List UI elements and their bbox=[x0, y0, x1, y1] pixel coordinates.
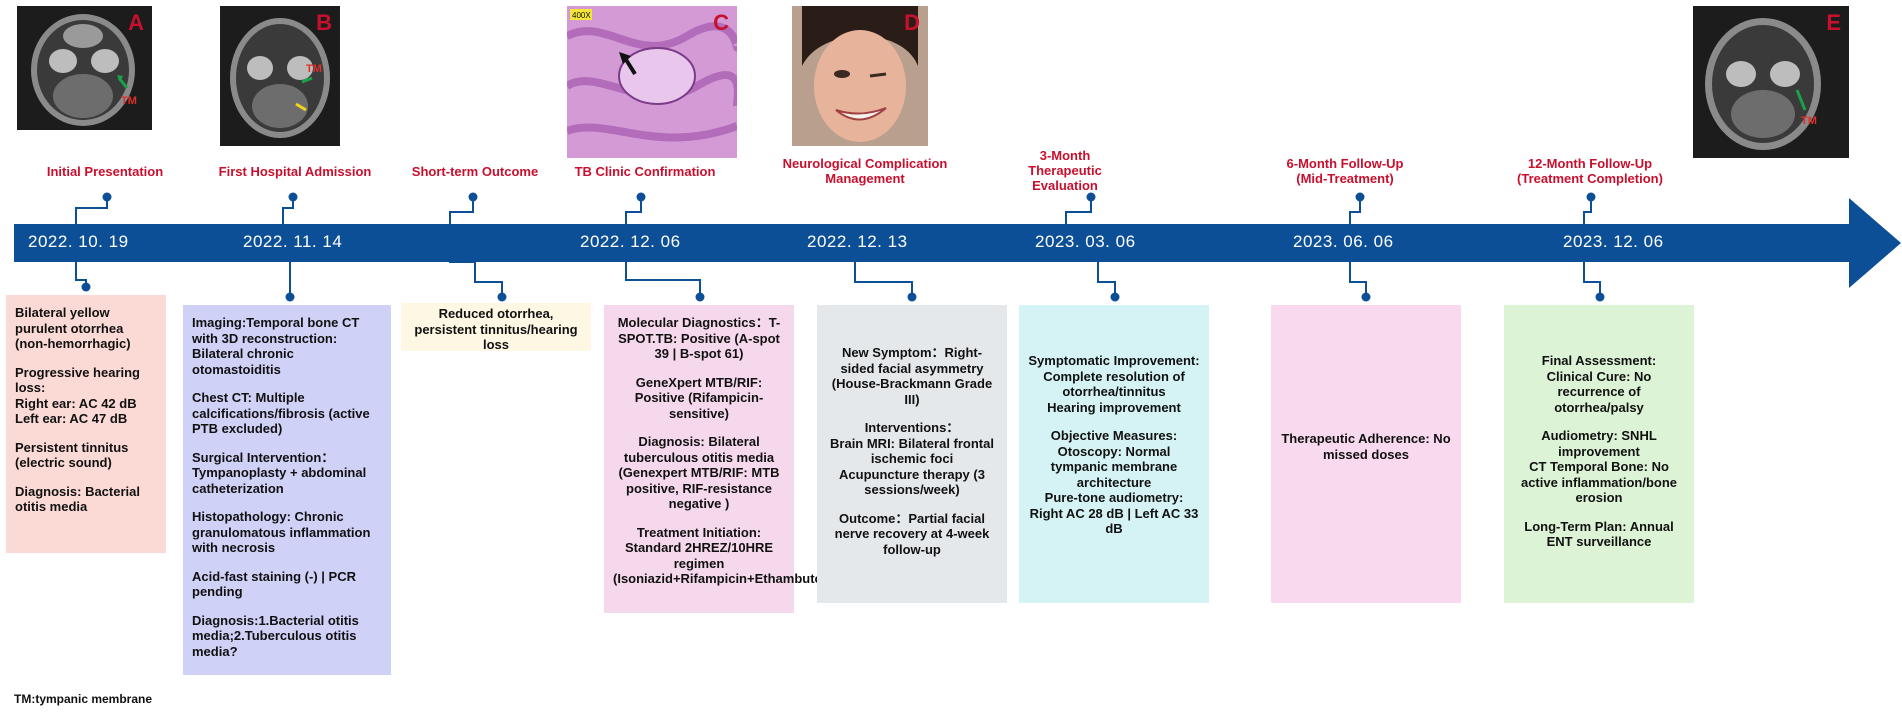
detail-paragraph: New Symptom：Right-sided facial asymmetry… bbox=[831, 345, 993, 407]
date-2023-12-06: 2023. 12. 06 bbox=[1563, 232, 1664, 251]
date-2022-12-06: 2022. 12. 06 bbox=[580, 232, 681, 251]
detail-paragraph: Interventions： Brain MRI: Bilateral fron… bbox=[830, 420, 994, 497]
panel-letter-c: C bbox=[713, 10, 729, 35]
date-2022-10-19: 2022. 10. 19 bbox=[28, 232, 129, 251]
detail-paragraph: Objective Measures: Otoscopy: Normal tym… bbox=[1029, 428, 1199, 536]
detail-paragraph: Final Assessment: Clinical Cure: No recu… bbox=[1541, 353, 1657, 415]
detail-paragraph: Therapeutic Adherence: No missed doses bbox=[1281, 431, 1451, 462]
detail-paragraph: GeneXpert MTB/RIF: Positive (Rifampicin-… bbox=[634, 374, 764, 421]
detail-paragraph: Diagnosis: Bilateral tuberculous otitis … bbox=[618, 434, 780, 511]
detail-paragraph: Diagnosis: Bacterial otitis media bbox=[15, 483, 140, 515]
detail-box-first-admission: Imaging:Temporal bone CT with 3D reconst… bbox=[183, 305, 391, 675]
detail-box-initial-presentation: Bilateral yellow purulent otorrhea (non-… bbox=[6, 295, 166, 553]
panel-letter-b: B bbox=[316, 10, 332, 35]
detail-box-6-month: Therapeutic Adherence: No missed doses bbox=[1271, 305, 1461, 603]
svg-text:TM: TM bbox=[1801, 115, 1817, 127]
timeline-arrow-head bbox=[1849, 198, 1901, 288]
patient-photo-panel-d: D bbox=[792, 6, 928, 146]
detail-paragraph: Long-Term Plan: Annual ENT surveillance bbox=[1524, 518, 1674, 550]
stage-title-tb-clinic: TB Clinic Confirmation bbox=[574, 164, 716, 179]
histology-panel-c: 400X C bbox=[567, 6, 737, 158]
footnote: TM:tympanic membrane bbox=[14, 692, 153, 706]
svg-text:400X: 400X bbox=[572, 11, 591, 20]
detail-paragraph: Bilateral yellow purulent otorrhea (non-… bbox=[15, 305, 131, 351]
ct-scan-panel-b: TM B bbox=[220, 6, 340, 146]
detail-paragraph: Histopathology: Chronic granulomatous in… bbox=[192, 509, 371, 555]
stage-title-short-term-outcome: Short-term Outcome bbox=[411, 164, 539, 179]
panel-letter-d: D bbox=[904, 10, 920, 35]
detail-box-3-month: Symptomatic Improvement: Complete resolu… bbox=[1019, 305, 1209, 603]
stage-title-first-admission: First Hospital Admission bbox=[218, 164, 372, 179]
detail-paragraph: Reduced otorrhea, persistent tinnitus/he… bbox=[414, 306, 578, 352]
date-2023-06-06: 2023. 06. 06 bbox=[1293, 232, 1394, 251]
panel-letter-e: E bbox=[1826, 10, 1841, 35]
detail-paragraph: Diagnosis:1.Bacterial otitis media;2.Tub… bbox=[192, 612, 359, 659]
detail-paragraph: Symptomatic Improvement: Complete resolu… bbox=[1028, 353, 1200, 415]
ct-scan-panel-e: TM E bbox=[1693, 6, 1849, 158]
detail-paragraph: Chest CT: Multiple calcifications/fibros… bbox=[192, 390, 370, 436]
stage-title-6-month: 6-Month Follow-Up (Mid-Treatment) bbox=[1286, 156, 1404, 186]
detail-paragraph: Molecular Diagnostics：T-SPOT.TB: Positiv… bbox=[617, 315, 781, 361]
detail-box-12-month: Final Assessment: Clinical Cure: No recu… bbox=[1504, 305, 1694, 603]
detail-box-short-term-outcome: Reduced otorrhea, persistent tinnitus/he… bbox=[401, 303, 591, 352]
detail-paragraph: Persistent tinnitus (electric sound) bbox=[15, 439, 129, 471]
patient-face-image bbox=[792, 6, 928, 146]
detail-paragraph: Outcome：Partial facial nerve recovery at… bbox=[834, 510, 990, 557]
detail-paragraph: Imaging:Temporal bone CT with 3D reconst… bbox=[192, 315, 360, 377]
ct-scan-image-a: TM bbox=[31, 14, 137, 126]
date-2022-12-13: 2022. 12. 13 bbox=[807, 232, 908, 251]
detail-box-tb-clinic: Molecular Diagnostics：T-SPOT.TB: Positiv… bbox=[604, 305, 922, 613]
detail-box-neurological: New Symptom：Right-sided facial asymmetry… bbox=[817, 305, 1007, 603]
stage-title-neurological: Neurological Complication Management bbox=[782, 156, 948, 186]
ct-scan-image-e: TM bbox=[1705, 18, 1821, 150]
date-2023-03-06: 2023. 03. 06 bbox=[1035, 232, 1136, 251]
ct-scan-image-b: TM bbox=[230, 18, 330, 138]
date-2022-11-14: 2022. 11. 14 bbox=[243, 232, 343, 251]
timeline-band bbox=[14, 224, 1849, 262]
stage-title-12-month: 12-Month Follow-Up (Treatment Completion… bbox=[1517, 156, 1663, 186]
detail-paragraph: Treatment Initiation: Standard 2HREZ/10H… bbox=[613, 524, 922, 587]
ct-scan-panel-a: TM A bbox=[17, 6, 152, 130]
stage-title-initial-presentation: Initial Presentation bbox=[46, 164, 164, 179]
detail-paragraph: Acid-fast staining (-) | PCR pending bbox=[192, 568, 356, 600]
svg-text:TM: TM bbox=[306, 63, 322, 75]
detail-paragraph: Surgical Intervention：Tympanoplasty + ab… bbox=[192, 449, 367, 496]
panel-letter-a: A bbox=[128, 10, 144, 35]
histology-image-c: 400X bbox=[567, 9, 737, 142]
svg-text:TM: TM bbox=[121, 95, 137, 107]
detail-paragraph: Progressive hearing loss: Right ear: AC … bbox=[15, 364, 140, 427]
detail-paragraph: Audiometry: SNHL improvement CT Temporal… bbox=[1520, 428, 1678, 505]
stage-title-3-month: 3-Month Therapeutic Evaluation bbox=[1028, 148, 1102, 193]
